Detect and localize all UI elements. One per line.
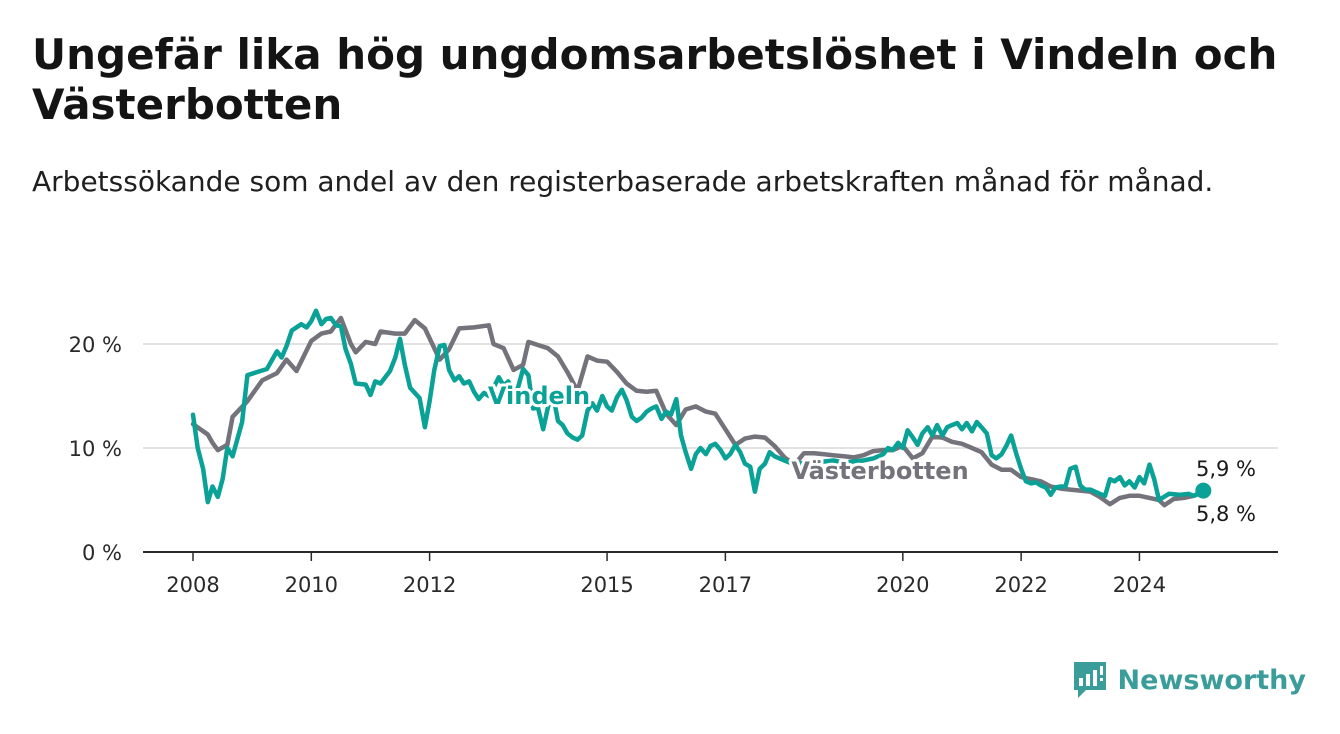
gridlines bbox=[143, 343, 1278, 449]
series-line-v-sterbotten bbox=[190, 315, 1207, 508]
x-axis-tick-labels: 2008 2010 2012 2015 2017 2020 2022 2024 bbox=[166, 552, 1166, 597]
end-label-vindeln: 5,9 % bbox=[1196, 457, 1256, 481]
chart-subtitle: Arbetssökande som andel av den registerb… bbox=[32, 165, 1214, 198]
series-name-label-v-sterbotten: Västerbotten bbox=[791, 457, 968, 485]
series-line-vindeln bbox=[190, 308, 1206, 505]
x-tick-label: 2017 bbox=[699, 573, 752, 597]
y-tick-label: 20 % bbox=[69, 333, 122, 357]
y-tick-label: 0 % bbox=[82, 541, 122, 565]
x-tick-label: 2024 bbox=[1113, 573, 1166, 597]
series-end-dot-vindeln bbox=[1195, 482, 1212, 499]
x-tick-label: 2012 bbox=[403, 573, 456, 597]
y-tick-label: 10 % bbox=[69, 437, 122, 461]
x-tick-label: 2010 bbox=[285, 573, 338, 597]
x-tick-label: 2022 bbox=[994, 573, 1047, 597]
y-axis-tick-labels: 0 % 10 % 20 % bbox=[69, 333, 122, 565]
chart-title: Ungefär lika hög ungdomsarbetslöshet i V… bbox=[32, 30, 1278, 129]
series-lines bbox=[190, 308, 1212, 508]
x-tick-label: 2020 bbox=[876, 573, 929, 597]
brand-name: Newsworthy bbox=[1117, 664, 1306, 696]
newsworthy-brand: Newsworthy bbox=[1072, 660, 1306, 700]
x-tick-label: 2015 bbox=[580, 573, 633, 597]
x-tick-label: 2008 bbox=[166, 573, 219, 597]
series-name-label-vindeln: Vindeln bbox=[488, 382, 590, 410]
newsworthy-logo-icon bbox=[1073, 662, 1106, 698]
series-labels: 5,8 % 5,9 % Västerbotten Vindeln bbox=[485, 379, 1256, 526]
end-label-v-sterbotten: 5,8 % bbox=[1196, 502, 1256, 526]
